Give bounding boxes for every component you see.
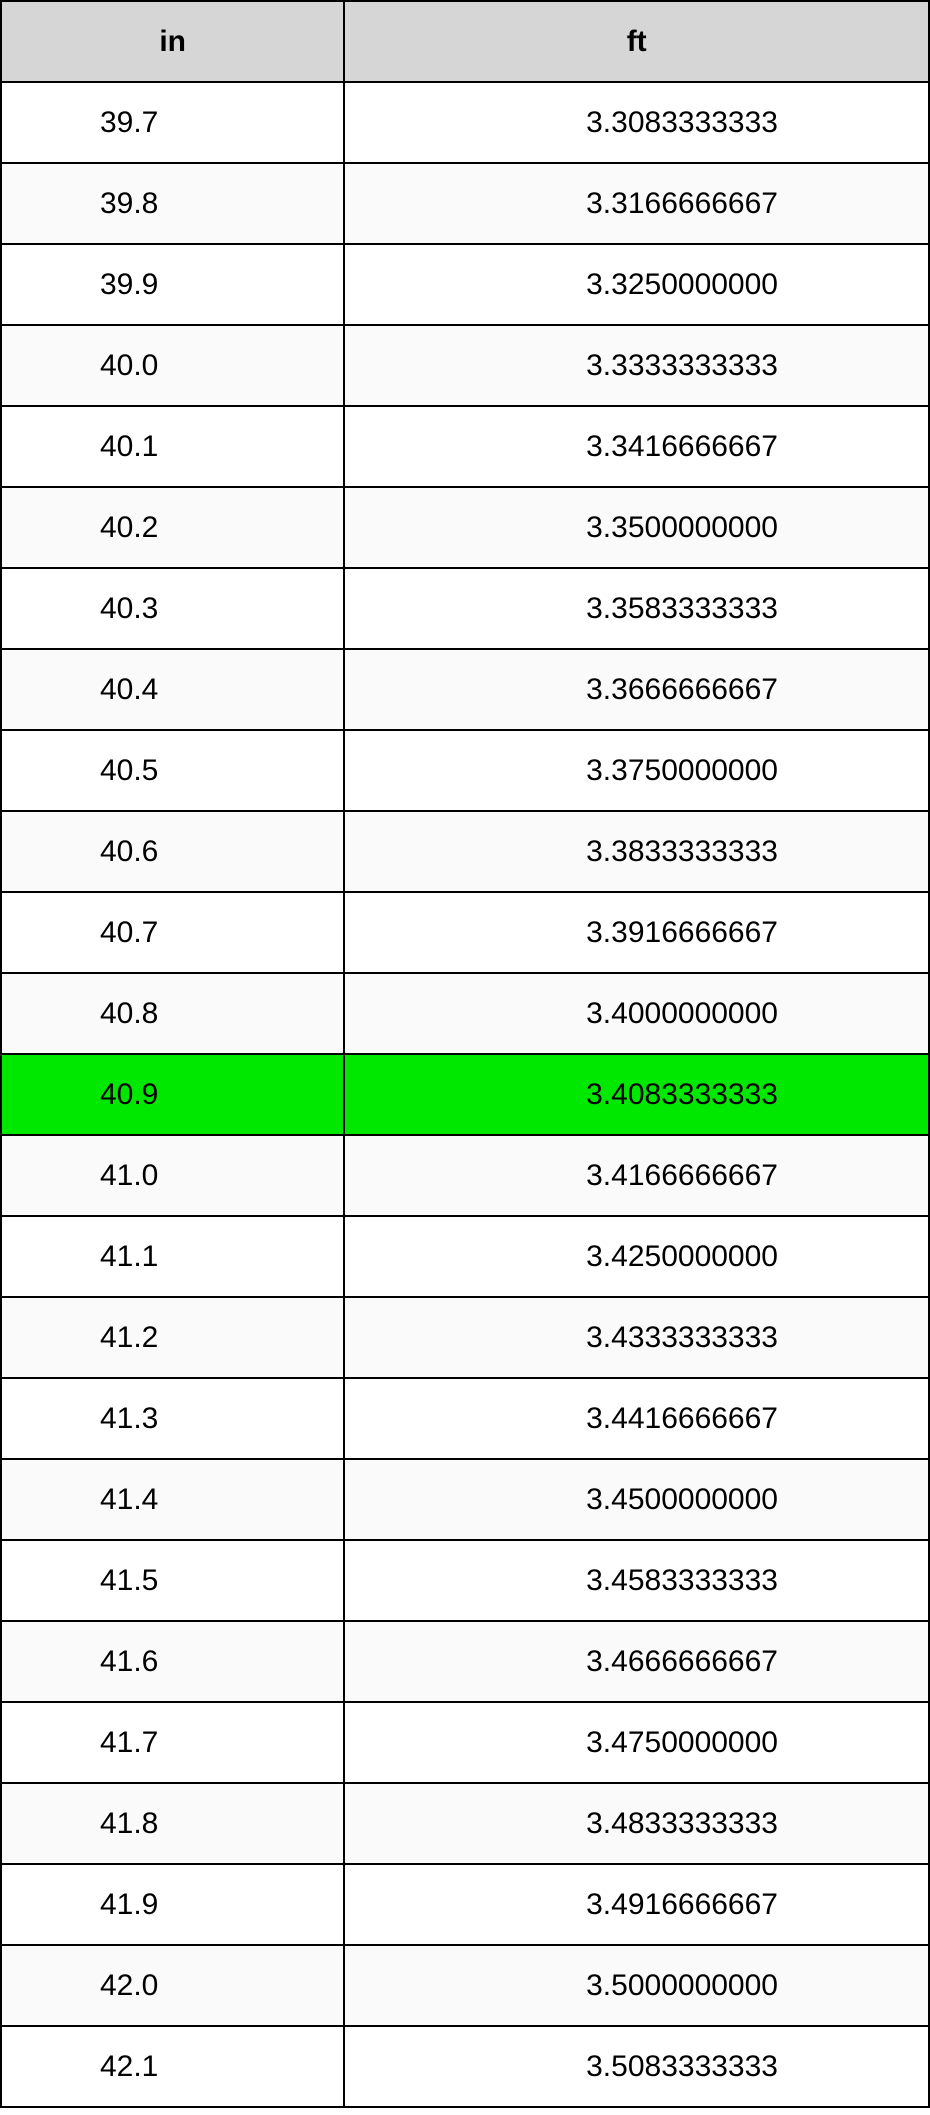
table-row: 41.63.4666666667 xyxy=(1,1621,929,1702)
table-row: 41.03.4166666667 xyxy=(1,1135,929,1216)
cell-in: 42.0 xyxy=(1,1945,344,2026)
cell-in: 41.4 xyxy=(1,1459,344,1540)
conversion-table-container: in ft 39.73.308333333339.83.316666666739… xyxy=(0,0,930,2108)
table-row: 41.73.4750000000 xyxy=(1,1702,929,1783)
cell-ft: 3.3666666667 xyxy=(344,649,929,730)
table-row: 40.23.3500000000 xyxy=(1,487,929,568)
conversion-table: in ft 39.73.308333333339.83.316666666739… xyxy=(0,0,930,2108)
cell-in: 40.6 xyxy=(1,811,344,892)
cell-ft: 3.3750000000 xyxy=(344,730,929,811)
cell-ft: 3.3250000000 xyxy=(344,244,929,325)
table-row: 40.83.4000000000 xyxy=(1,973,929,1054)
cell-ft: 3.3166666667 xyxy=(344,163,929,244)
cell-ft: 3.4000000000 xyxy=(344,973,929,1054)
cell-ft: 3.3416666667 xyxy=(344,406,929,487)
table-row: 40.43.3666666667 xyxy=(1,649,929,730)
table-row: 39.73.3083333333 xyxy=(1,82,929,163)
cell-in: 40.1 xyxy=(1,406,344,487)
cell-ft: 3.3583333333 xyxy=(344,568,929,649)
table-row: 40.13.3416666667 xyxy=(1,406,929,487)
cell-ft: 3.4083333333 xyxy=(344,1054,929,1135)
table-row: 41.33.4416666667 xyxy=(1,1378,929,1459)
cell-in: 41.1 xyxy=(1,1216,344,1297)
table-header-row: in ft xyxy=(1,1,929,82)
cell-in: 39.7 xyxy=(1,82,344,163)
cell-ft: 3.4500000000 xyxy=(344,1459,929,1540)
cell-in: 41.3 xyxy=(1,1378,344,1459)
cell-ft: 3.4416666667 xyxy=(344,1378,929,1459)
cell-ft: 3.3500000000 xyxy=(344,487,929,568)
table-row: 39.83.3166666667 xyxy=(1,163,929,244)
column-header-ft: ft xyxy=(344,1,929,82)
table-row: 42.03.5000000000 xyxy=(1,1945,929,2026)
cell-ft: 3.3916666667 xyxy=(344,892,929,973)
table-row: 41.43.4500000000 xyxy=(1,1459,929,1540)
table-row: 41.83.4833333333 xyxy=(1,1783,929,1864)
cell-in: 39.9 xyxy=(1,244,344,325)
table-row: 40.03.3333333333 xyxy=(1,325,929,406)
cell-ft: 3.3833333333 xyxy=(344,811,929,892)
cell-ft: 3.4833333333 xyxy=(344,1783,929,1864)
cell-ft: 3.5000000000 xyxy=(344,1945,929,2026)
cell-in: 40.5 xyxy=(1,730,344,811)
table-body: 39.73.308333333339.83.316666666739.93.32… xyxy=(1,82,929,2107)
cell-ft: 3.4333333333 xyxy=(344,1297,929,1378)
table-row: 41.53.4583333333 xyxy=(1,1540,929,1621)
cell-in: 41.6 xyxy=(1,1621,344,1702)
cell-in: 40.0 xyxy=(1,325,344,406)
cell-in: 41.0 xyxy=(1,1135,344,1216)
column-header-in: in xyxy=(1,1,344,82)
cell-ft: 3.3083333333 xyxy=(344,82,929,163)
table-row-highlighted: 40.93.4083333333 xyxy=(1,1054,929,1135)
cell-ft: 3.4583333333 xyxy=(344,1540,929,1621)
table-row: 39.93.3250000000 xyxy=(1,244,929,325)
cell-in: 41.7 xyxy=(1,1702,344,1783)
cell-in: 39.8 xyxy=(1,163,344,244)
cell-in: 40.7 xyxy=(1,892,344,973)
table-row: 41.13.4250000000 xyxy=(1,1216,929,1297)
cell-in: 40.4 xyxy=(1,649,344,730)
table-row: 40.63.3833333333 xyxy=(1,811,929,892)
cell-ft: 3.4250000000 xyxy=(344,1216,929,1297)
table-row: 41.23.4333333333 xyxy=(1,1297,929,1378)
cell-ft: 3.4916666667 xyxy=(344,1864,929,1945)
table-row: 40.73.3916666667 xyxy=(1,892,929,973)
cell-ft: 3.3333333333 xyxy=(344,325,929,406)
table-row: 40.33.3583333333 xyxy=(1,568,929,649)
cell-ft: 3.4166666667 xyxy=(344,1135,929,1216)
table-row: 40.53.3750000000 xyxy=(1,730,929,811)
cell-in: 40.3 xyxy=(1,568,344,649)
cell-in: 40.9 xyxy=(1,1054,344,1135)
table-row: 41.93.4916666667 xyxy=(1,1864,929,1945)
cell-ft: 3.5083333333 xyxy=(344,2026,929,2107)
cell-ft: 3.4750000000 xyxy=(344,1702,929,1783)
cell-ft: 3.4666666667 xyxy=(344,1621,929,1702)
cell-in: 40.2 xyxy=(1,487,344,568)
table-row: 42.13.5083333333 xyxy=(1,2026,929,2107)
cell-in: 42.1 xyxy=(1,2026,344,2107)
cell-in: 40.8 xyxy=(1,973,344,1054)
cell-in: 41.8 xyxy=(1,1783,344,1864)
cell-in: 41.5 xyxy=(1,1540,344,1621)
cell-in: 41.9 xyxy=(1,1864,344,1945)
cell-in: 41.2 xyxy=(1,1297,344,1378)
